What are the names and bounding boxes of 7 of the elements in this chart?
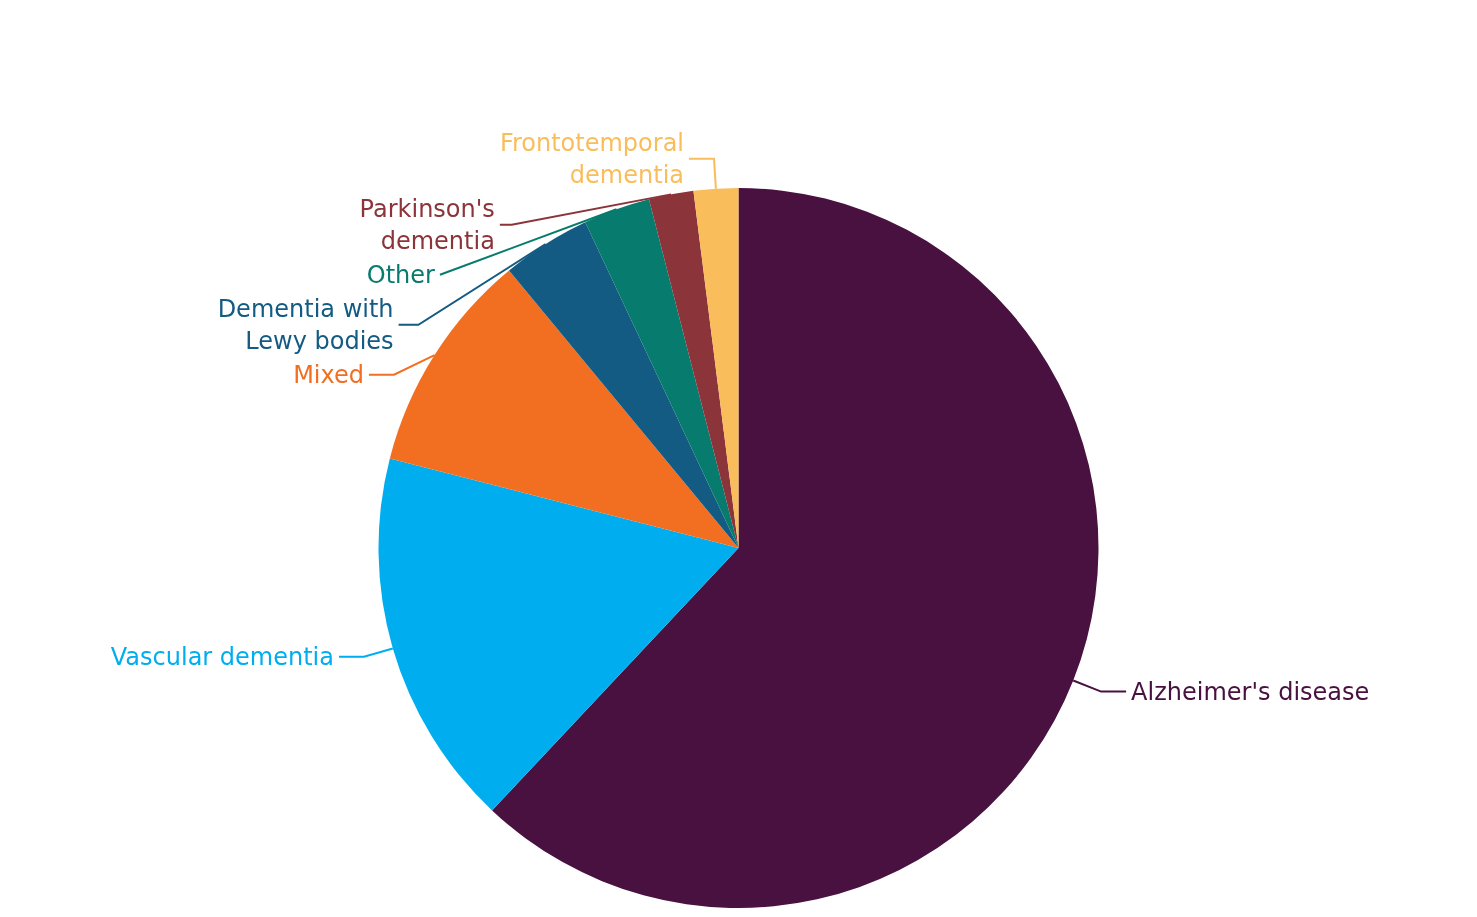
slice-label: Other <box>366 260 436 289</box>
slice-label: Mixed <box>293 360 365 389</box>
slice-label: Dementia with Lewy bodies <box>217 294 394 355</box>
slice-label: Frontotemporal dementia <box>499 128 685 189</box>
slice-label: Vascular dementia <box>110 642 334 671</box>
slice-label: Alzheimer's disease <box>1131 677 1370 706</box>
slice-label: Parkinson's dementia <box>359 194 495 255</box>
